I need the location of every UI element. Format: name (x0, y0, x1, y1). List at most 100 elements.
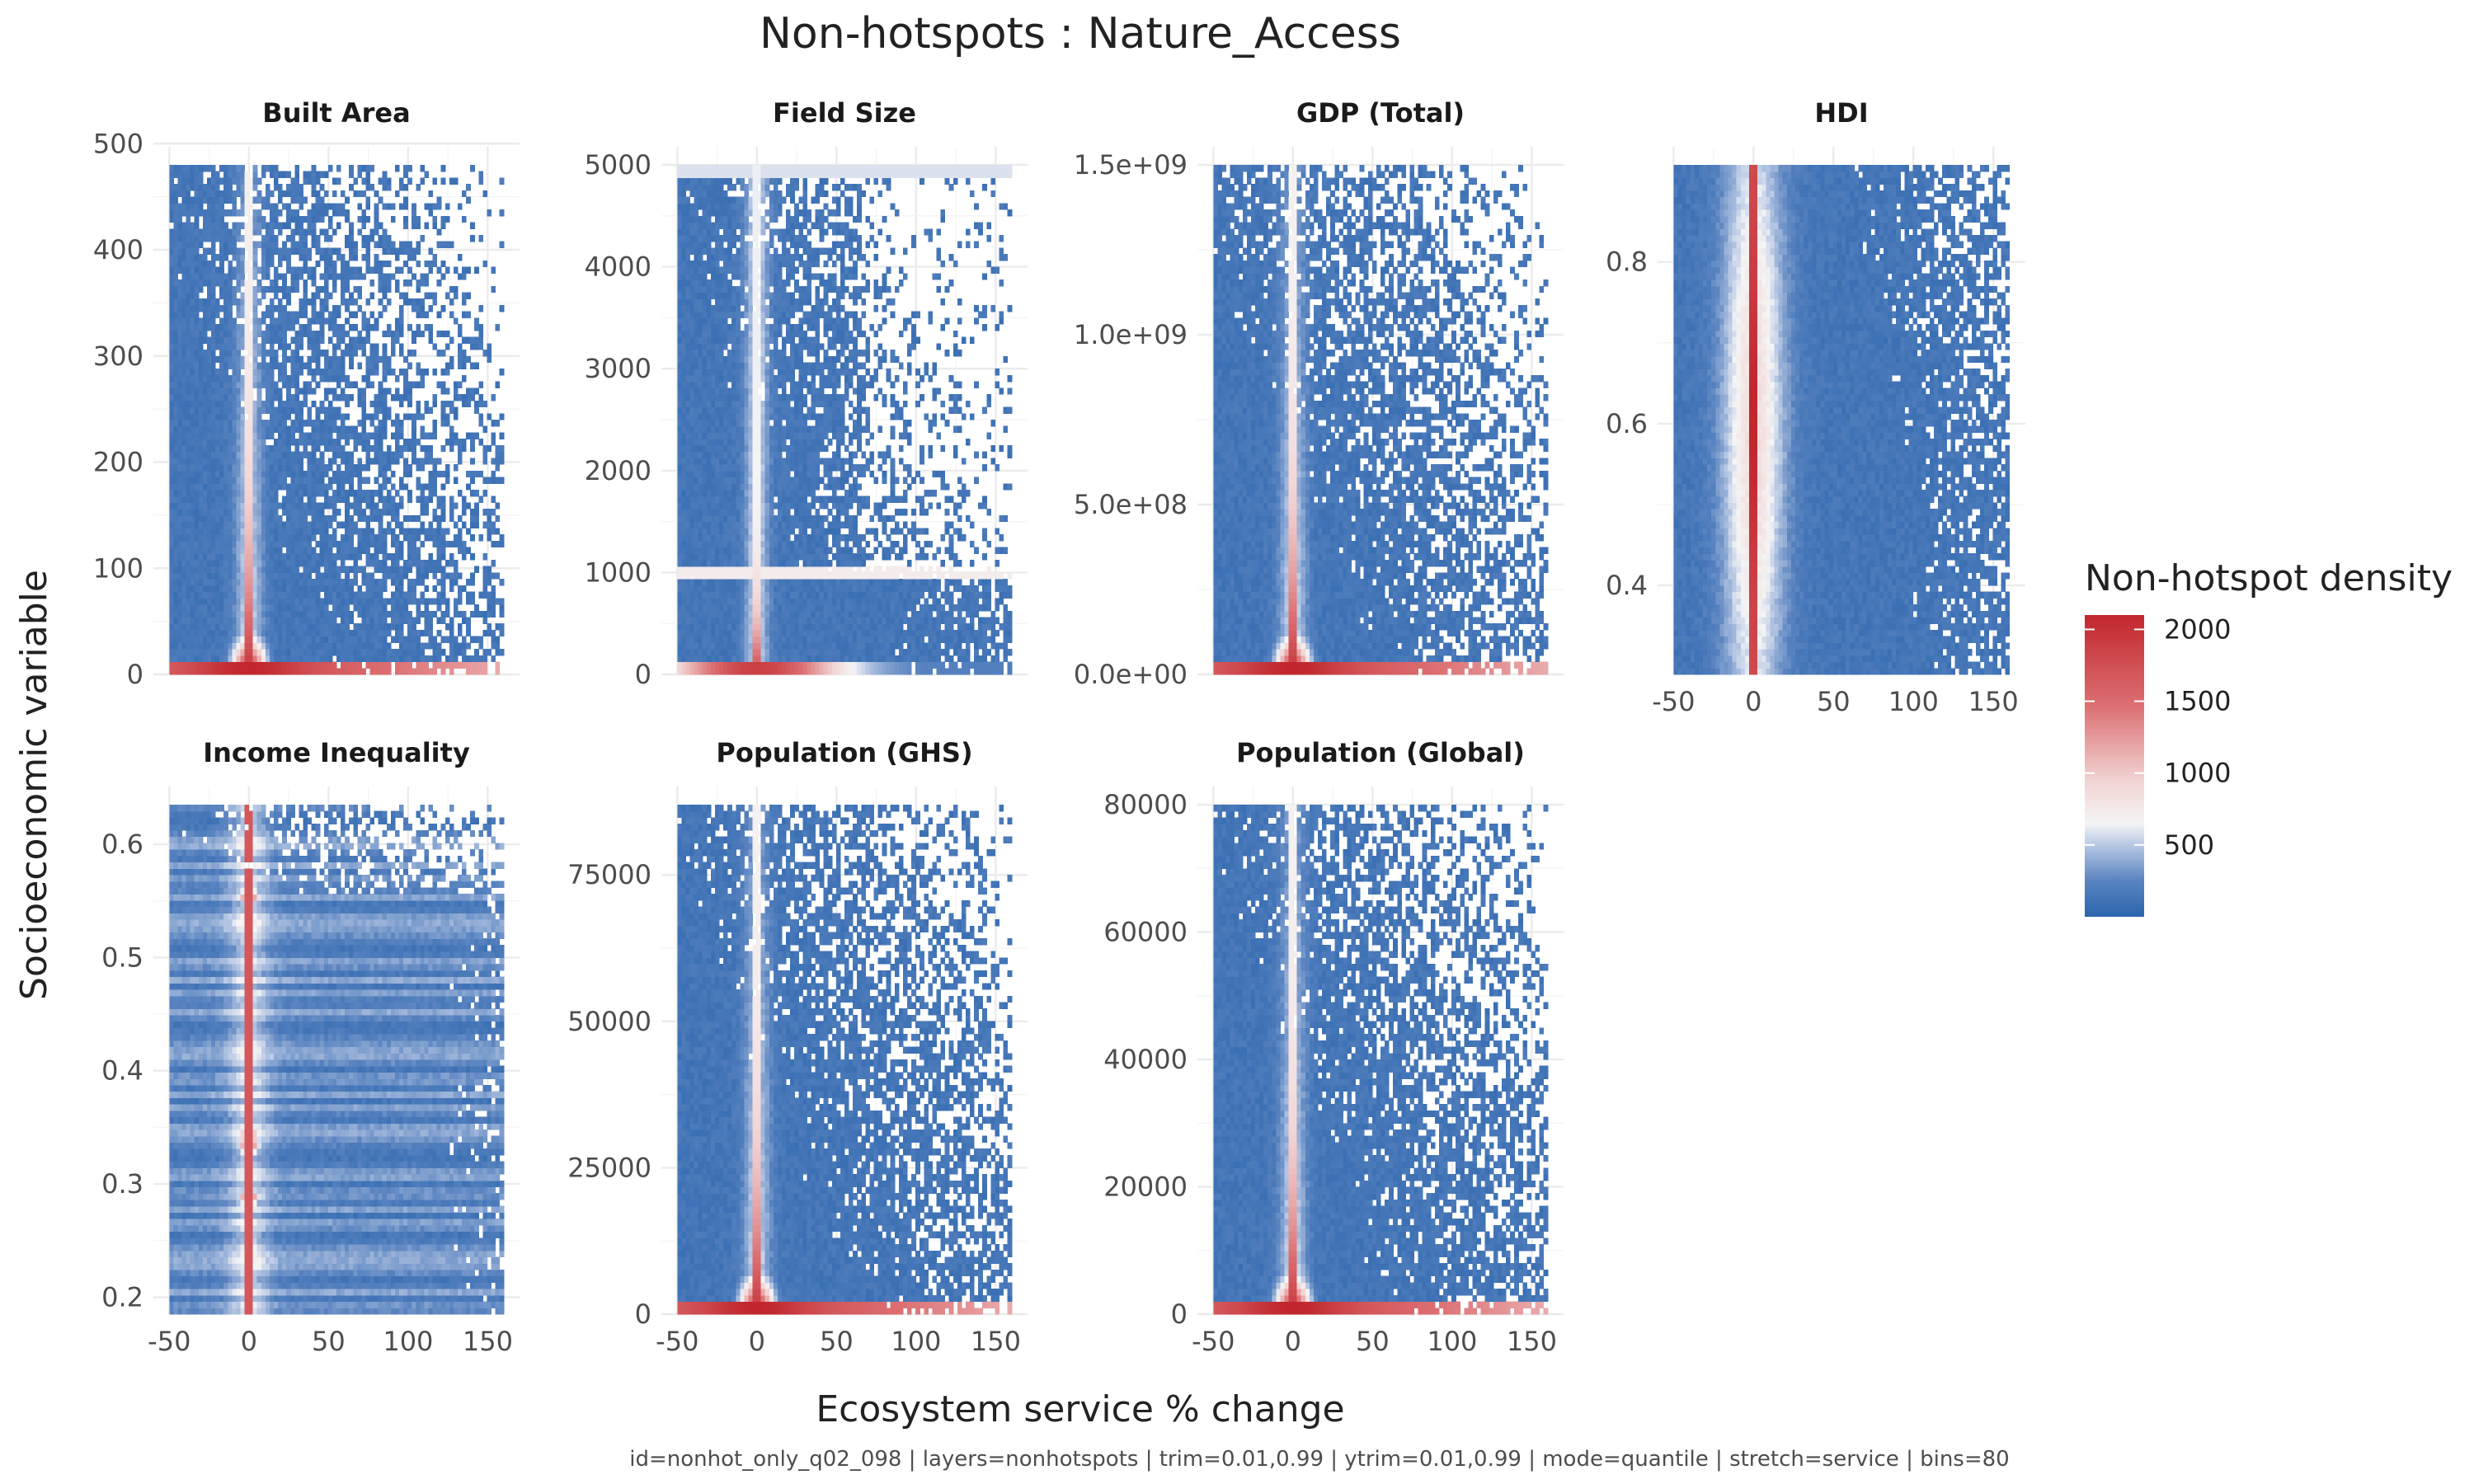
heatmap-cell (261, 509, 266, 515)
heatmap-cell (282, 350, 287, 356)
heatmap-cell (232, 350, 237, 356)
heatmap-cell (449, 553, 454, 560)
heatmap-cell (190, 439, 195, 445)
heatmap-cell (395, 286, 400, 293)
heatmap-cell (286, 324, 291, 331)
heatmap-cell (219, 177, 224, 184)
heatmap-cell (245, 407, 250, 414)
heatmap-cell (324, 228, 329, 235)
heatmap-cell (466, 356, 471, 363)
heatmap-cell (478, 235, 483, 242)
heatmap-cell (681, 579, 686, 585)
heatmap-cell (278, 477, 283, 484)
heatmap-cell (383, 668, 388, 674)
heatmap-cell (286, 642, 291, 649)
heatmap-cell (182, 452, 187, 458)
heatmap-cell (420, 522, 425, 528)
heatmap-cell (677, 471, 682, 477)
heatmap-cell (694, 235, 699, 242)
heatmap-cell (223, 331, 228, 337)
heatmap-cell (690, 184, 695, 190)
heatmap-cell (240, 598, 245, 604)
heatmap-cell (240, 515, 245, 522)
heatmap-cell (199, 343, 204, 350)
heatmap-cell (290, 636, 295, 643)
heatmap-cell (186, 566, 191, 573)
heatmap-cell (399, 636, 404, 643)
heatmap-cell (336, 452, 341, 458)
heatmap-cell (257, 286, 262, 293)
heatmap-cell (379, 298, 383, 305)
heatmap-cell (207, 471, 212, 477)
heatmap-cell (270, 547, 275, 554)
heatmap-cell (383, 387, 388, 394)
heatmap-cell (249, 445, 254, 452)
heatmap-cell (361, 636, 366, 643)
heatmap-cell (387, 566, 392, 573)
heatmap-cell (253, 452, 258, 458)
heatmap-cell (445, 611, 450, 618)
heatmap-cell (199, 177, 204, 184)
heatmap-cell (399, 598, 404, 604)
heatmap-cell (458, 592, 463, 599)
heatmap-cell (232, 477, 237, 484)
heatmap-cell (685, 331, 690, 337)
heatmap-cell (303, 445, 308, 452)
heatmap-cell (223, 223, 228, 229)
heatmap-cell (387, 445, 392, 452)
heatmap-cell (199, 515, 204, 522)
heatmap-cell (685, 324, 690, 331)
heatmap-cell (336, 254, 341, 261)
heatmap-cell (249, 515, 254, 522)
heatmap-cell (290, 566, 295, 573)
heatmap-cell (681, 426, 686, 433)
heatmap-cell (257, 279, 262, 286)
heatmap-cell (207, 401, 212, 407)
heatmap-cell (261, 553, 266, 560)
heatmap-cell (379, 655, 383, 662)
heatmap-cell (299, 190, 303, 197)
heatmap-cell (478, 611, 483, 618)
heatmap-cell (681, 375, 686, 382)
heatmap-cell (236, 636, 241, 643)
heatmap-cell (294, 496, 299, 503)
heatmap-cell (420, 165, 425, 171)
heatmap-cell (173, 528, 178, 534)
heatmap-cell (365, 445, 370, 452)
heatmap-cell (240, 636, 245, 643)
heatmap-cell (365, 592, 370, 599)
heatmap-cell (219, 279, 224, 286)
heatmap-cell (420, 413, 425, 420)
heatmap-cell (190, 261, 195, 267)
heatmap-cell (316, 420, 321, 426)
heatmap-cell (223, 369, 228, 375)
heatmap-cell (232, 585, 237, 592)
heatmap-cell (195, 242, 200, 248)
heatmap-cell (491, 560, 496, 566)
heatmap-cell (299, 572, 303, 579)
heatmap-cell (215, 452, 220, 458)
heatmap-cell (249, 216, 254, 223)
heatmap-cell (232, 273, 237, 279)
heatmap-cell (245, 279, 250, 286)
heatmap-cell (203, 490, 208, 496)
heatmap-cell (169, 317, 174, 324)
heatmap-cell (186, 197, 191, 204)
heatmap-cell (270, 369, 275, 375)
heatmap-cell (370, 401, 375, 407)
heatmap-cell (420, 483, 425, 490)
heatmap-cell (320, 458, 325, 464)
heatmap-cell (207, 286, 212, 293)
heatmap-cell (416, 439, 421, 445)
heatmap-cell (685, 502, 690, 509)
heatmap-cell (182, 502, 187, 509)
heatmap-cell (703, 317, 708, 324)
heatmap-cell (320, 286, 325, 293)
heatmap-cell (290, 312, 295, 318)
heatmap-cell (320, 649, 325, 655)
heatmap-cell (207, 604, 212, 611)
heatmap-cell (332, 343, 337, 350)
heatmap-cell (437, 566, 442, 573)
heatmap-cell (186, 298, 191, 305)
heatmap-cell (312, 432, 317, 439)
